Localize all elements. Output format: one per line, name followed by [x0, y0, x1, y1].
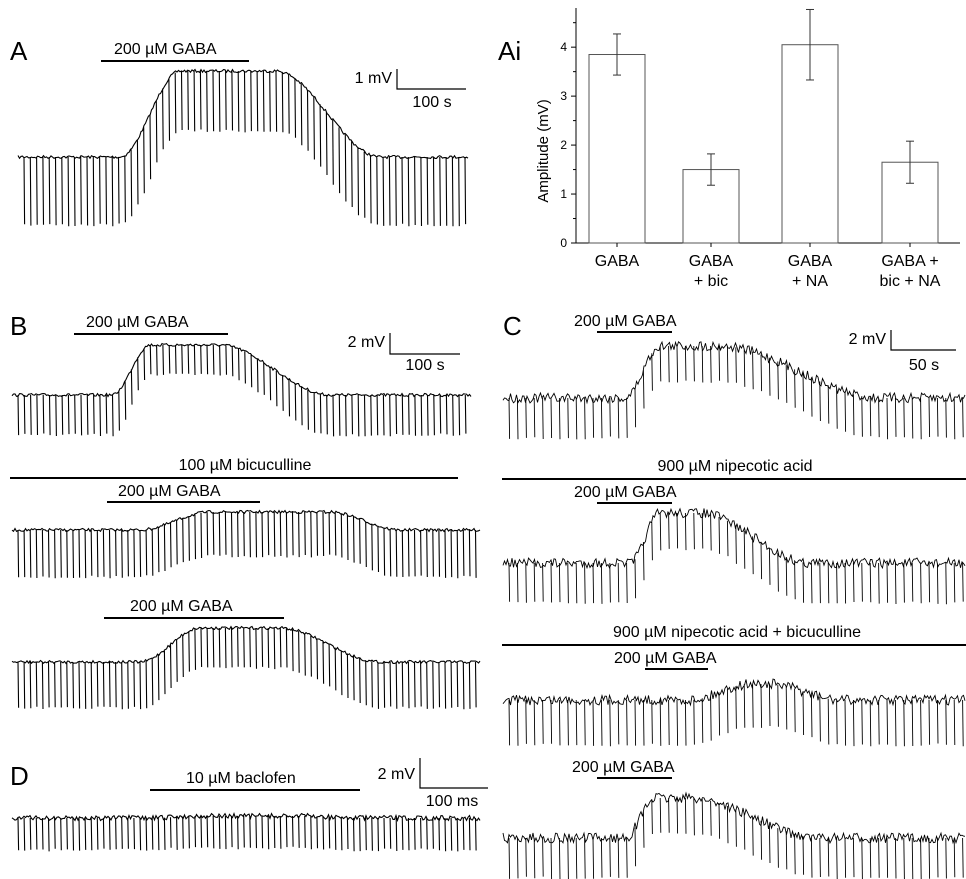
panel-a-scale-time: 100 s — [412, 94, 451, 111]
panel-b-trace-washout — [11, 625, 481, 710]
panel-c-scale-time: 50 s — [909, 357, 939, 374]
panel-a: A 200 µM GABA 1 mV 100 s — [10, 36, 469, 227]
panel-c-trace-control — [502, 340, 966, 440]
panel-b-drug-label-2: 200 µM GABA — [118, 483, 221, 500]
y-tick-label: 1 — [560, 187, 567, 201]
y-axis-label: Amplitude (mV) — [535, 99, 552, 202]
panel-d-scale-bar: 2 mV 100 ms — [378, 758, 488, 810]
panel-d-label: D — [10, 761, 29, 791]
x-tick-label: GABA — [595, 253, 640, 270]
panel-b-scale-voltage: 2 mV — [348, 334, 386, 351]
y-tick-label: 3 — [560, 89, 567, 103]
y-tick-label: 2 — [560, 138, 567, 152]
panel-c-drug-label-3: 200 µM GABA — [614, 650, 717, 667]
panel-b: B 200 µM GABA 2 mV 100 s 100 µM bicucull… — [10, 311, 481, 710]
panel-c-bath-label-3: 900 µM nipecotic acid + bicuculline — [613, 624, 861, 641]
x-tick-label: GABA + — [881, 253, 938, 270]
y-tick-label: 0 — [560, 236, 567, 250]
bar — [588, 54, 646, 244]
panel-ai: Ai Amplitude (mV) 0 1 2 3 4 GABA GABA + bic GABA… — [498, 8, 960, 290]
panel-c-scale-bar: 2 mV 50 s — [849, 330, 956, 374]
panel-a-scale-bar: 1 mV 100 s — [355, 69, 466, 111]
panel-a-drug-label: 200 µM GABA — [114, 41, 217, 58]
panel-b-scale-time: 100 s — [405, 357, 444, 374]
panel-c-scale-voltage: 2 mV — [849, 331, 887, 348]
panel-b-scale-bar: 2 mV 100 s — [348, 333, 460, 374]
x-tick-label: bic + NA — [880, 273, 941, 290]
panel-a-voltage-trace — [17, 68, 469, 227]
panel-b-trace-bicuculline — [11, 509, 481, 579]
panel-d-drug-label: 10 µM baclofen — [186, 770, 296, 787]
panel-b-trace-control — [11, 342, 472, 437]
panel-c-label: C — [503, 311, 522, 341]
panel-d: D 10 µM baclofen 2 mV 100 ms — [10, 758, 488, 852]
panel-ai-label: Ai — [498, 36, 521, 66]
panel-a-label: A — [10, 36, 28, 66]
panel-b-label: B — [10, 311, 27, 341]
panel-b-bath-label: 100 µM bicuculline — [179, 457, 312, 474]
amplitude-bar-chart: 0 1 2 3 4 GABA GABA + bic GABA + NA GABA + bic + NA — [560, 8, 960, 290]
panel-c-trace-nipecotic — [502, 507, 966, 605]
panel-c-trace-washout — [502, 791, 966, 879]
panel-b-drug-label-3: 200 µM GABA — [130, 598, 233, 615]
panel-b-drug-label-1: 200 µM GABA — [86, 314, 189, 331]
panel-c-drug-label-2: 200 µM GABA — [574, 484, 677, 501]
panel-c: C 200 µM GABA 2 mV 50 s 900 µM nipecotic… — [502, 311, 966, 879]
y-tick-label: 4 — [560, 40, 567, 54]
panel-d-scale-time: 100 ms — [426, 793, 478, 810]
panel-c-trace-nipecotic-bicuculline — [502, 678, 966, 747]
panel-c-drug-label-4: 200 µM GABA — [572, 759, 675, 776]
x-tick-label: + bic — [694, 273, 728, 290]
panel-d-voltage-trace — [11, 811, 481, 852]
panel-a-scale-voltage: 1 mV — [355, 70, 393, 87]
panel-c-bath-label-2: 900 µM nipecotic acid — [657, 458, 812, 475]
panel-d-scale-voltage: 2 mV — [378, 766, 416, 783]
panel-c-drug-label-1: 200 µM GABA — [574, 313, 677, 330]
x-tick-label: + NA — [792, 273, 828, 290]
x-tick-label: GABA — [788, 253, 833, 270]
x-tick-label: GABA — [689, 253, 734, 270]
